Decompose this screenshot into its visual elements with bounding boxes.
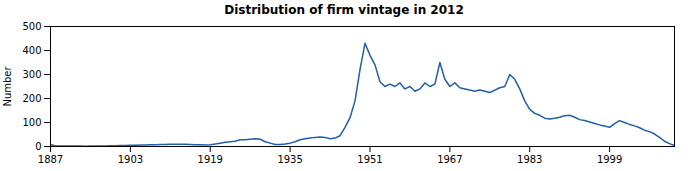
svg-text:1999: 1999 [597,154,622,165]
svg-text:400: 400 [22,45,41,56]
svg-text:1903: 1903 [118,154,143,165]
svg-text:500: 500 [22,21,41,32]
svg-text:0: 0 [35,141,41,152]
svg-text:1967: 1967 [437,154,462,165]
svg-text:1887: 1887 [38,154,63,165]
html-text:Distribution of firm vintage i: Distribution of firm vintage in 2012 [224,3,464,17]
svg-text:Number: Number [2,66,13,107]
svg-text:200: 200 [22,93,41,104]
svg-text:100: 100 [22,117,41,128]
svg-text:1935: 1935 [277,154,302,165]
svg-text:1951: 1951 [357,154,382,165]
svg-text:1919: 1919 [198,154,223,165]
svg-text:300: 300 [22,69,41,80]
svg-text:1983: 1983 [517,154,542,165]
